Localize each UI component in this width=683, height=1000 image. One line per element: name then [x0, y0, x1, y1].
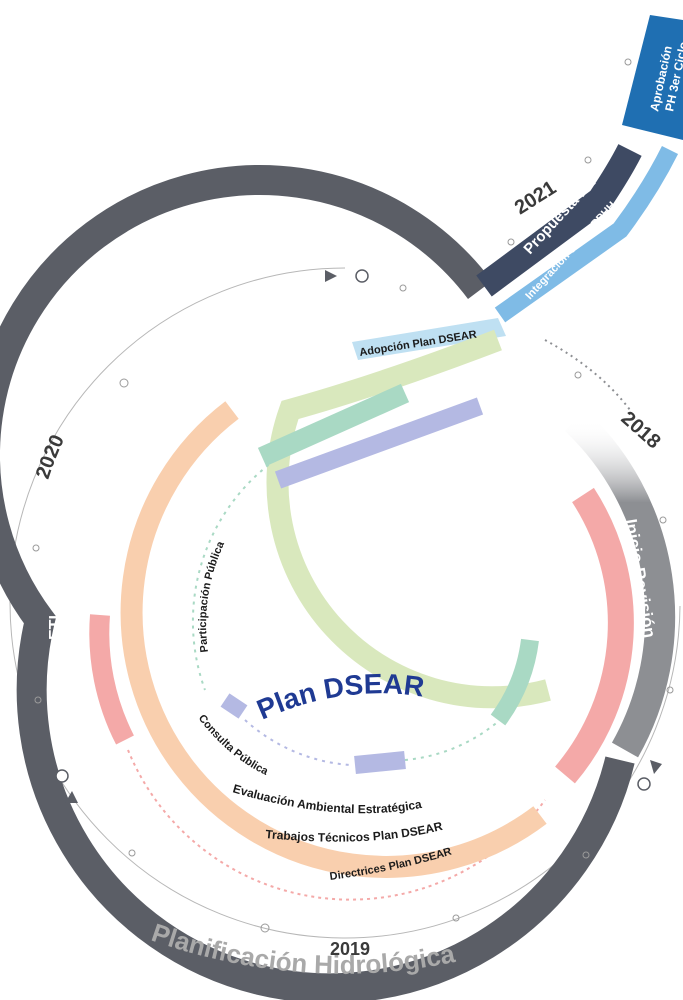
- aprobacion-block: [622, 15, 683, 140]
- bottom-label: Planificación Hidrológica: [148, 917, 458, 980]
- eti-label: ETI: [47, 615, 64, 640]
- participacion-arc-top: [257, 383, 410, 467]
- propuesta-ph-label: Propuesta PH: [520, 174, 599, 258]
- decorative-gear-icon: [32, 58, 674, 933]
- inner-dotted-ring-1: [191, 459, 276, 691]
- directrices-label: Directrices Plan DSEAR: [329, 846, 453, 883]
- arrow-marker-top: [325, 270, 337, 282]
- consulta-arc-bottom: [354, 751, 406, 774]
- trabajos-arc: [120, 401, 547, 878]
- year-2018: 2018: [617, 407, 665, 453]
- inicio-revision-band: [564, 409, 676, 758]
- directrices-arc-left: [89, 614, 134, 745]
- consulta-arc-top: [274, 397, 484, 489]
- consulta-label: Consulta Pública: [196, 712, 271, 778]
- trabajos-label: Trabajos Técnicos Plan DSEAR: [265, 819, 444, 845]
- year-2019: 2019: [330, 939, 370, 959]
- adopcion-label: Adopción Plan DSEAR: [359, 329, 478, 359]
- plan-title: Plan DSEAR: [252, 668, 426, 725]
- arrow-marker-right: [650, 760, 662, 774]
- marker-circle-top: [355, 269, 369, 283]
- inner-dotted-ring-2: [244, 719, 351, 766]
- propuesta-ph-band: [476, 144, 642, 297]
- marker-circle-right: [637, 777, 651, 791]
- integracion-band: [494, 145, 679, 323]
- year-2020: 2020: [32, 432, 69, 482]
- arrow-marker-left: [65, 791, 78, 803]
- inicio-revision-label: Inicio Revisión: [621, 518, 659, 640]
- eti-ring-band: [0, 165, 635, 1000]
- evaluacion-arc: [266, 329, 551, 709]
- inner-dotted-ring-3: [404, 719, 501, 761]
- consulta-arc-left: [220, 693, 248, 719]
- participacion-arc-right: [490, 638, 539, 726]
- participacion-label: Participación Pública: [197, 539, 227, 653]
- evaluacion-label: Evaluación Ambiental Estratégica: [231, 781, 423, 816]
- directrices-arc-right: [555, 487, 634, 784]
- dotted-connector: [544, 339, 631, 411]
- marker-circle-left: [55, 769, 69, 783]
- adopcion-strip: [352, 318, 506, 360]
